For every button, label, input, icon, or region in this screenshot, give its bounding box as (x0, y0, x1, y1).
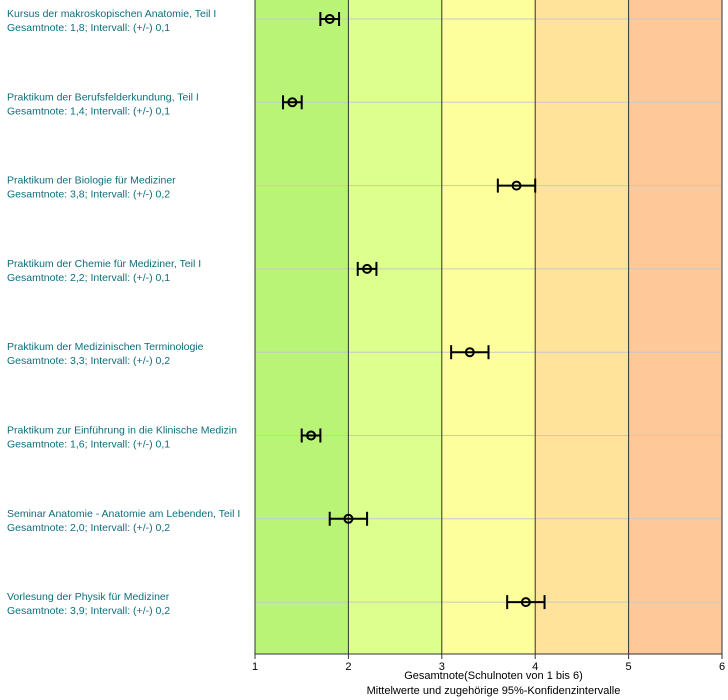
x-axis: 1 2 3 4 5 6 (252, 653, 725, 673)
mean-point (324, 14, 335, 24)
row-summary: Gesamtnote: 1,8; Intervall: (+/-) 0,1 (7, 22, 170, 34)
x-tick-label: 1 (252, 661, 258, 673)
row-summary: Gesamtnote: 3,8; Intervall: (+/-) 0,2 (7, 189, 170, 201)
mean-point (306, 430, 317, 441)
x-axis-title: Gesamtnote(Schulnoten von 1 bis 6) (404, 670, 583, 682)
x-tick-label: 2 (345, 661, 351, 673)
grade-bands (255, 0, 722, 654)
row-title: Vorlesung der Physik für Mediziner (7, 591, 170, 603)
x-tick-label: 4 (532, 661, 538, 673)
x-tick-label: 3 (439, 661, 445, 673)
mean-point (511, 180, 522, 191)
row-title: Praktikum der Berufsfelderkundung, Teil … (7, 91, 199, 103)
row-summary: Gesamtnote: 2,0; Intervall: (+/-) 0,2 (7, 522, 170, 534)
row-title: Seminar Anatomie - Anatomie am Lebenden,… (7, 508, 240, 520)
row-summary: Gesamtnote: 2,2; Intervall: (+/-) 0,1 (7, 272, 170, 284)
x-tick-label: 5 (626, 661, 632, 673)
mean-point (343, 513, 354, 524)
row-title: Praktikum der Biologie für Mediziner (7, 175, 176, 187)
mean-point (287, 97, 298, 108)
grade-band-3 (441, 0, 536, 654)
row-summary: Gesamtnote: 3,9; Intervall: (+/-) 0,2 (7, 605, 170, 617)
x-tick-label: 6 (719, 661, 725, 673)
row-summary: Gesamtnote: 1,6; Intervall: (+/-) 0,1 (7, 439, 170, 451)
row-labels: Kursus der makroskopischen Anatomie, Tei… (7, 8, 240, 617)
row-title: Praktikum der Chemie für Mediziner, Teil… (7, 258, 201, 270)
x-axis-subtitle: Mittelwerte und zugehörige 95%-Konfidenz… (367, 685, 621, 697)
row-title: Praktikum zur Einführung in die Klinisch… (7, 425, 237, 437)
grade-band-2 (348, 0, 442, 654)
data-marks (282, 12, 546, 610)
grade-band-4 (535, 0, 629, 654)
gridlines (254, 0, 723, 654)
row-title: Praktikum der Medizinischen Terminologie (7, 341, 204, 353)
mean-point (520, 597, 531, 608)
mean-point (362, 263, 373, 274)
row-summary: Gesamtnote: 1,4; Intervall: (+/-) 0,1 (7, 105, 170, 117)
row-title: Kursus der makroskopischen Anatomie, Tei… (7, 8, 216, 20)
grade-band-5 (628, 0, 722, 654)
row-summary: Gesamtnote: 3,3; Intervall: (+/-) 0,2 (7, 355, 170, 367)
mean-point (464, 347, 475, 358)
